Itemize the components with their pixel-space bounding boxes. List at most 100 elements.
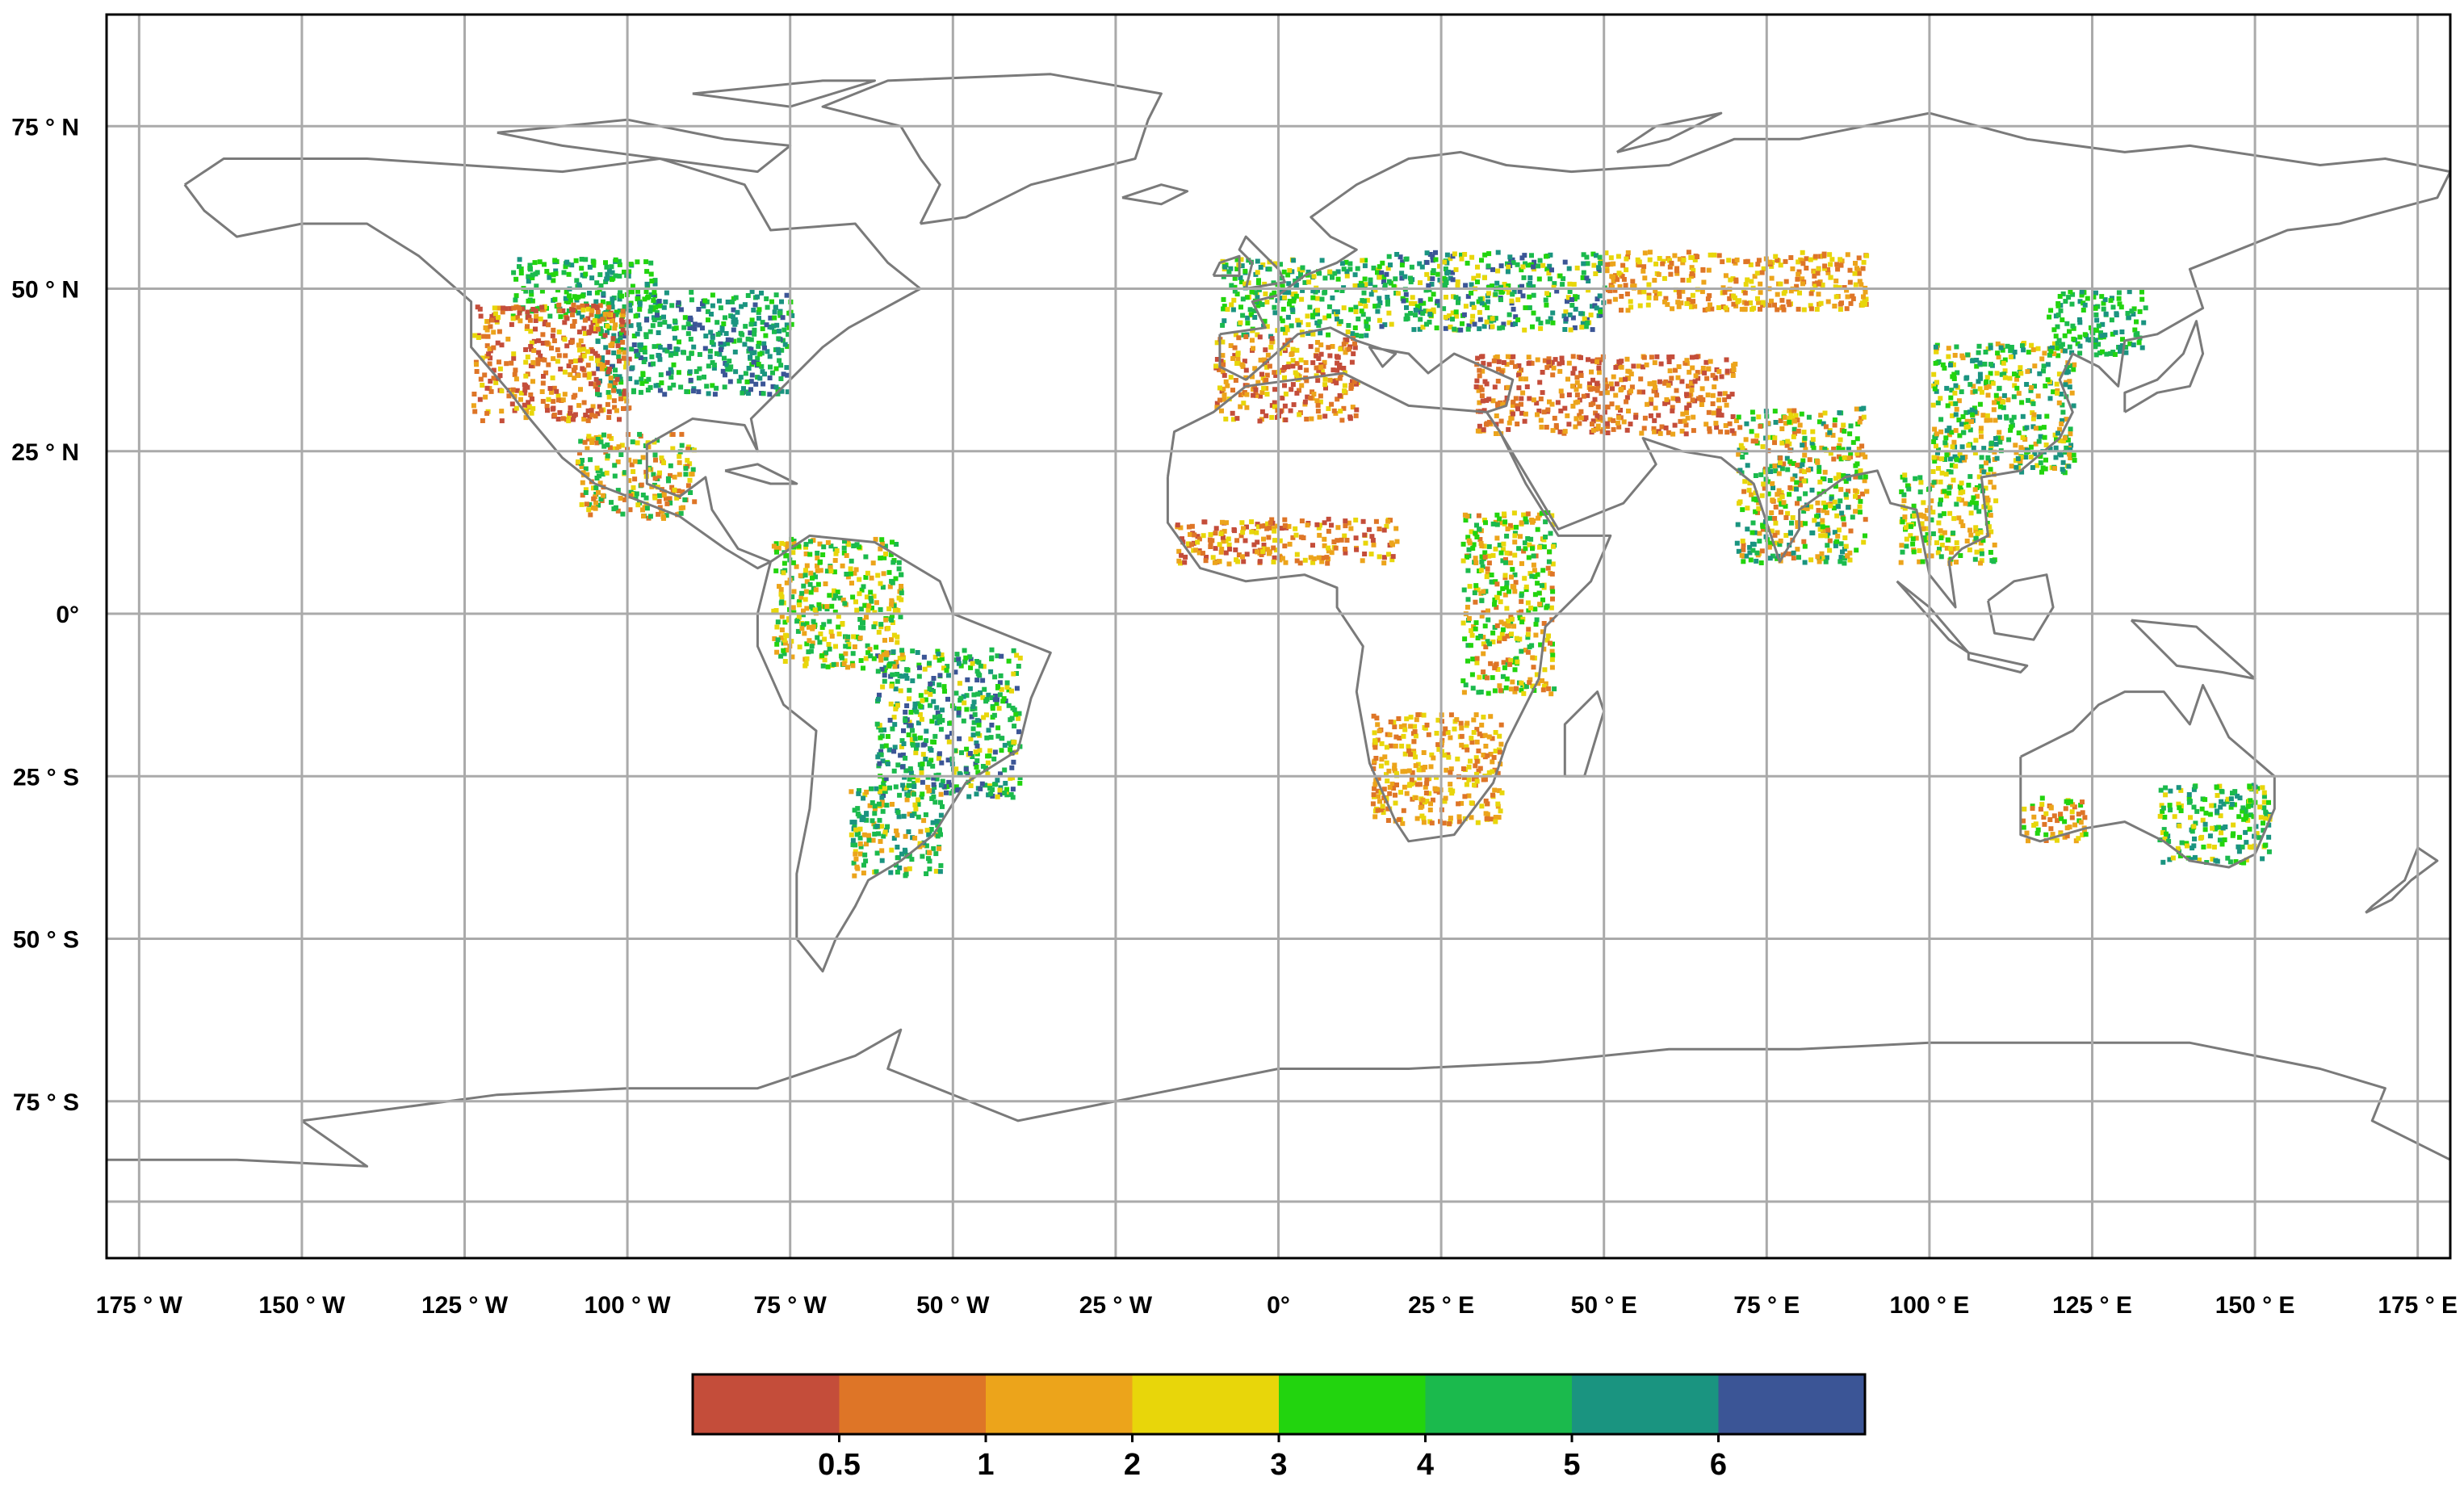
data-pixel: [1569, 303, 1575, 308]
data-pixel: [1637, 289, 1643, 295]
data-pixel: [1789, 520, 1794, 526]
data-pixel: [1769, 528, 1775, 534]
data-pixel: [1541, 646, 1547, 652]
data-pixel: [668, 500, 673, 506]
data-pixel: [1512, 589, 1518, 594]
data-pixel: [676, 300, 681, 305]
data-pixel: [1585, 321, 1590, 325]
data-pixel: [1686, 297, 1691, 303]
data-pixel: [1490, 283, 1495, 289]
data-pixel: [1010, 795, 1016, 800]
data-pixel: [892, 664, 898, 669]
data-pixel: [746, 391, 751, 396]
data-pixel: [933, 868, 939, 874]
data-pixel: [1523, 376, 1528, 382]
data-pixel: [535, 361, 541, 367]
data-pixel: [1427, 808, 1433, 812]
data-pixel: [864, 789, 870, 795]
data-pixel: [677, 459, 682, 465]
data-pixel: [1512, 533, 1518, 539]
data-pixel: [1825, 270, 1831, 275]
data-pixel: [1615, 420, 1620, 426]
data-pixel: [477, 396, 483, 402]
data-pixel: [1401, 808, 1406, 813]
data-pixel: [1335, 309, 1340, 315]
data-pixel: [1492, 602, 1497, 607]
data-pixel: [968, 665, 974, 670]
data-pixel: [1014, 686, 1020, 691]
data-pixel: [1791, 408, 1797, 413]
data-pixel: [627, 308, 633, 313]
data-pixel: [1550, 310, 1556, 316]
data-pixel: [878, 728, 884, 733]
data-pixel: [525, 355, 530, 360]
data-pixel: [795, 628, 801, 634]
data-pixel: [832, 588, 837, 594]
data-pixel: [1314, 320, 1320, 325]
data-pixel: [1393, 743, 1398, 749]
data-pixel: [756, 361, 761, 367]
data-pixel: [1473, 384, 1479, 389]
data-pixel: [1532, 259, 1537, 265]
data-pixel: [963, 766, 969, 772]
data-pixel: [851, 543, 857, 548]
data-pixel: [1550, 372, 1556, 378]
data-pixel: [1595, 404, 1601, 409]
data-pixel: [631, 334, 637, 338]
data-pixel: [1642, 415, 1648, 421]
data-pixel: [757, 351, 763, 357]
data-pixel: [1423, 791, 1429, 795]
data-pixel: [1716, 408, 1721, 413]
data-pixel: [1811, 446, 1817, 451]
data-pixel: [552, 258, 558, 263]
data-pixel: [1402, 274, 1408, 279]
data-pixel: [926, 856, 931, 862]
data-pixel: [585, 306, 591, 312]
data-pixel: [863, 858, 869, 864]
data-pixel: [1481, 589, 1486, 594]
data-pixel: [934, 720, 940, 726]
data-pixel: [1527, 644, 1532, 650]
data-pixel: [483, 325, 488, 330]
data-pixel: [978, 663, 983, 669]
data-pixel: [1318, 364, 1324, 370]
data-pixel: [622, 391, 627, 396]
data-pixel: [1566, 422, 1572, 427]
data-pixel: [1459, 252, 1464, 258]
data-pixel: [1344, 269, 1350, 275]
data-pixel: [1594, 253, 1599, 258]
data-pixel: [676, 370, 681, 376]
data-pixel: [656, 511, 661, 517]
data-pixel: [1421, 300, 1427, 306]
data-pixel: [583, 271, 589, 277]
data-pixel: [794, 564, 799, 569]
data-pixel: [1619, 308, 1624, 313]
data-pixel: [1387, 785, 1393, 790]
data-pixel: [1337, 363, 1343, 367]
data-pixel: [1596, 370, 1602, 376]
data-pixel: [591, 259, 597, 265]
data-pixel: [1304, 367, 1310, 373]
data-pixel: [1645, 401, 1650, 407]
data-pixel: [946, 739, 952, 745]
data-pixel: [956, 661, 962, 666]
data-pixel: [869, 598, 874, 604]
data-pixel: [736, 378, 742, 384]
data-pixel: [513, 276, 519, 282]
data-pixel: [604, 264, 610, 270]
data-pixel: [1766, 421, 1770, 426]
data-pixel: [975, 731, 981, 736]
data-pixel: [1502, 519, 1508, 525]
data-pixel: [771, 608, 777, 614]
data-pixel: [1657, 291, 1662, 296]
data-pixel: [1474, 727, 1480, 732]
data-pixel: [1016, 711, 1022, 716]
data-pixel: [1441, 820, 1447, 826]
data-pixel: [1508, 258, 1514, 263]
data-pixel: [1327, 269, 1333, 275]
data-pixel: [1495, 401, 1500, 407]
data-pixel: [721, 321, 727, 326]
data-pixel: [689, 472, 695, 477]
data-pixel: [731, 338, 737, 344]
data-pixel: [920, 761, 925, 767]
